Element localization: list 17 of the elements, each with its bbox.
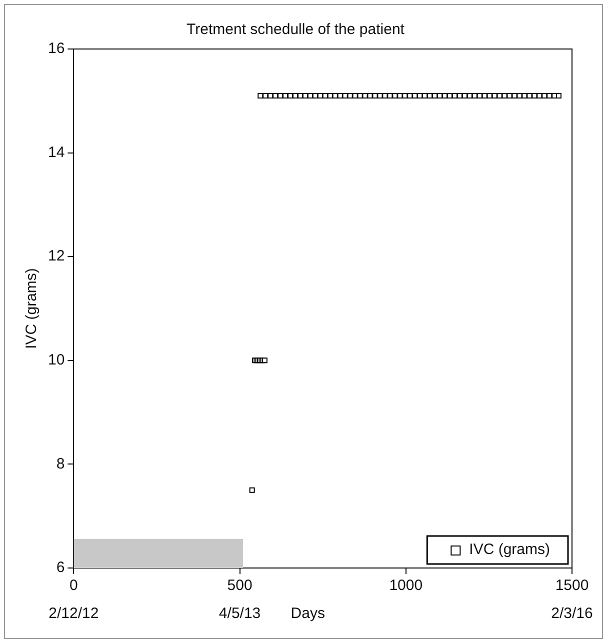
x-tick-label: 1000 [389,577,423,594]
legend-label: IVC (grams) [469,541,550,558]
x-axis-title: Days [290,605,325,622]
y-tick-label: 14 [48,144,65,161]
x-tick-label: 1500 [555,577,589,594]
y-tick-label: 6 [56,559,65,576]
text: 2/3/16 [551,605,593,622]
x-tick-label: 500 [227,577,252,594]
text: 4/5/13 [218,605,261,622]
text: 2/12/12 [48,605,99,622]
x-tick-label: 0 [70,577,78,594]
y-tick-label: 16 [48,40,65,58]
y-tick-label: 8 [56,455,65,472]
y-axis-title: IVC (grams) [23,268,40,349]
chart-title: Tretment schedulle of the patient [186,21,406,38]
y-tick-label: 10 [48,352,65,369]
y-tick-label: 12 [48,248,65,265]
